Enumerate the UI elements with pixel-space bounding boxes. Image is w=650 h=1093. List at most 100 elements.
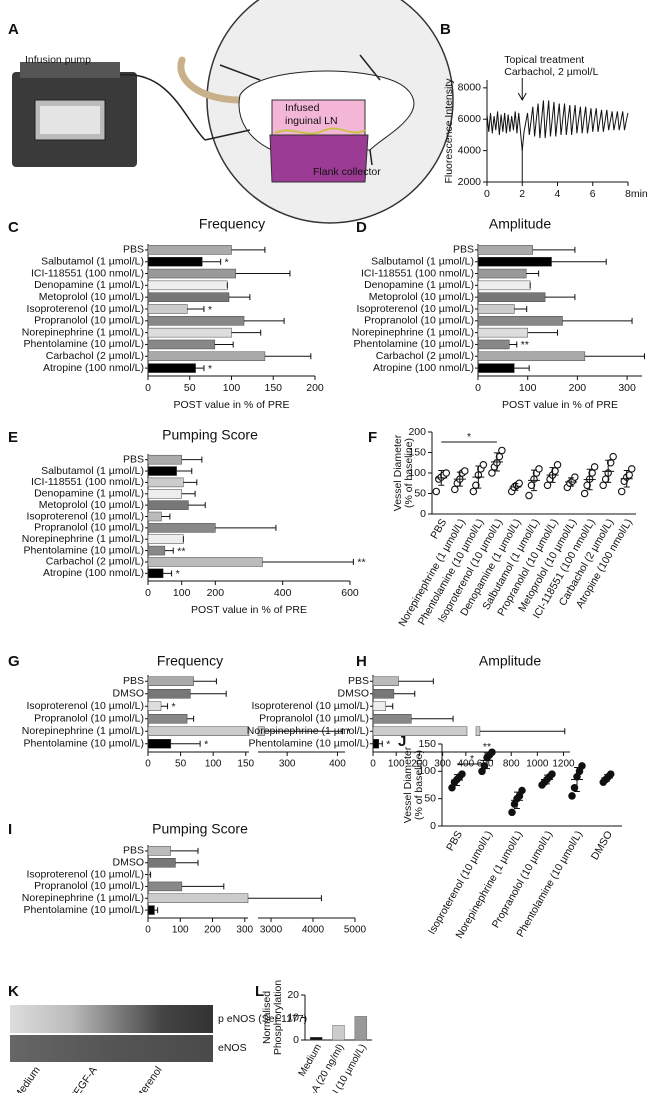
x-tick-label: 400: [274, 587, 292, 599]
chart-title: Pumping Score: [162, 427, 258, 443]
x-tick-label: 0: [370, 759, 376, 770]
y-axis-label: (% of baseline): [413, 750, 425, 820]
error-bar: [188, 502, 206, 509]
error-bar: [202, 258, 222, 265]
x-tick-label: 4000: [302, 925, 325, 936]
x-tick-label: 200: [204, 925, 221, 936]
bar: [372, 676, 399, 686]
category-label: Isoproterenol (10 µmol/L): [26, 700, 144, 712]
category-label: ICI-118551 (100 nmol/L): [361, 267, 474, 279]
ln-label: Infused: [285, 102, 320, 114]
bar-segment: [147, 245, 232, 255]
y-axis-label: Vessel Diameter: [402, 746, 414, 823]
x-tick-label: 0: [145, 925, 151, 936]
panel-a-illustration: [12, 0, 454, 224]
band-label: eNOS: [218, 1042, 247, 1054]
x-tick-label: 0: [475, 382, 481, 394]
data-point: [469, 487, 478, 496]
y-tick-label: 0: [420, 508, 426, 520]
significance: *: [470, 753, 474, 765]
x-axis-label: POST value in % of PRE: [502, 399, 618, 411]
y-tick-label: 100: [408, 467, 426, 479]
category-label: Phentolamine (10 µmol/L): [354, 338, 474, 350]
x-tick-label: 8min: [625, 188, 648, 200]
significance: *: [225, 257, 229, 269]
panel-label: K: [8, 983, 19, 1000]
lymph-vessel: [274, 127, 366, 135]
category-label: Isoproterenol (10 µmol/L): [26, 303, 144, 315]
x-axis-label: POST value in % of PRE: [191, 604, 307, 616]
bar: [147, 676, 194, 686]
category-label: PBS: [123, 675, 144, 687]
category-label: PBS: [348, 675, 369, 687]
bar-segment: [147, 534, 184, 544]
error-bar: [193, 678, 217, 685]
bar-segment: [372, 726, 468, 736]
bar: [147, 327, 232, 338]
bar-segment: [147, 454, 182, 465]
bar: [147, 363, 196, 373]
annotation-arrow: [517, 78, 527, 102]
bar-segment: [147, 739, 172, 749]
data-point: [535, 465, 543, 473]
y-tick-label: 200: [408, 426, 426, 438]
x-tick-label: 200: [306, 382, 324, 394]
bar: [147, 256, 203, 267]
pump-syringe: [20, 62, 120, 78]
panel-label: A: [8, 21, 19, 38]
bar: [372, 739, 380, 749]
category-label: Salbutamol (1 µmol/L): [41, 465, 144, 477]
category-label: Isoproterenol (10 µmol/L): [356, 303, 474, 315]
significance: *: [386, 739, 390, 751]
x-tick-label: 200: [207, 587, 225, 599]
category-label: Norepinephrine (1 µmol/L): [22, 892, 144, 904]
sd-bar: [514, 791, 520, 810]
sd-bar: [586, 468, 593, 491]
bar-segment: [147, 363, 196, 373]
data-point: [432, 487, 441, 496]
bar-segment: [147, 523, 216, 533]
error-bar: [187, 306, 205, 312]
sd-bar: [605, 459, 612, 483]
panel-label: L: [255, 983, 264, 1000]
bar-segment: [147, 489, 182, 499]
category-label: Phentolamine (10 µmol/L): [24, 904, 144, 916]
sd-bar: [544, 774, 550, 785]
x-tick-label: 100: [519, 382, 537, 394]
data-point: [508, 808, 516, 817]
bar: [372, 714, 412, 724]
bar: [309, 1037, 323, 1041]
x-tick-label: 100: [388, 759, 405, 770]
error-bar: [244, 317, 285, 324]
error-bar: [154, 907, 159, 914]
data-point: [461, 467, 469, 475]
category-label: ICI-118551 (100 nmol/L): [31, 476, 144, 488]
flank-collector: [269, 134, 369, 183]
error-bar: [181, 883, 225, 890]
x-axis-label: POST value in % of PRE: [174, 399, 290, 411]
data-point: [571, 473, 579, 481]
bar-segment: [372, 714, 412, 724]
bar: [147, 869, 150, 880]
bar-segment: [147, 557, 263, 567]
data-point: [525, 491, 533, 500]
error-bar: [545, 294, 576, 301]
blot-band: [10, 1005, 213, 1033]
bar-segment: [147, 905, 155, 915]
data-point: [518, 786, 526, 795]
y-tick-label: 150: [408, 446, 426, 458]
category-label: Propranolol (10 µmol/L): [34, 713, 144, 725]
lane-label: Isoproterenol: [120, 1064, 165, 1093]
bar: [477, 316, 563, 326]
significance: *: [176, 568, 180, 580]
bar-segment: [147, 846, 171, 856]
category-label: Isoproterenol (10 µmol/L): [251, 700, 369, 712]
error-bar: [398, 678, 434, 685]
data-point: [580, 489, 589, 498]
y-tick-label: 150: [418, 738, 436, 750]
bar: [332, 1025, 345, 1041]
sd-bar: [623, 470, 630, 488]
bar-segment: [372, 739, 380, 749]
bar: [147, 534, 184, 544]
